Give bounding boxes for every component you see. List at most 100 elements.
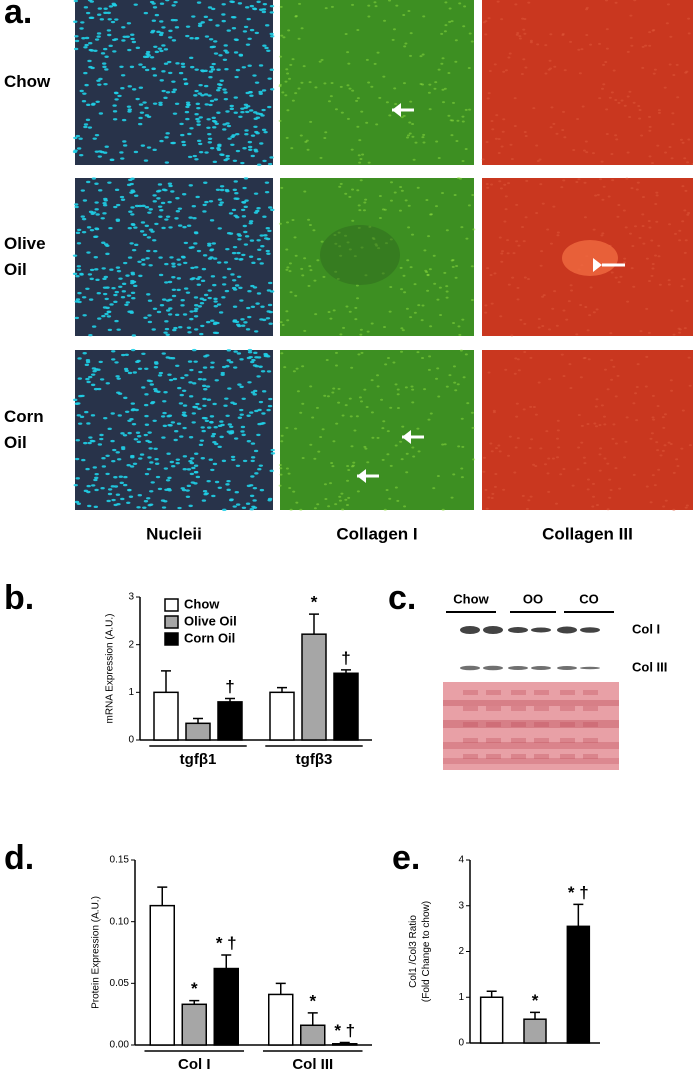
texture: [186, 224, 192, 227]
texture: [594, 425, 598, 428]
texture: [96, 13, 102, 16]
texture: [583, 462, 587, 465]
texture: [470, 298, 474, 301]
texture: [229, 361, 234, 364]
texture: [635, 385, 639, 388]
texture: [346, 84, 350, 87]
texture: [180, 299, 185, 302]
texture: [441, 57, 445, 60]
texture: [318, 60, 322, 63]
stain-lane: [511, 754, 526, 759]
texture: [89, 16, 95, 20]
texture: [101, 267, 106, 270]
texture: [598, 453, 602, 456]
texture: [197, 305, 203, 308]
texture: [144, 68, 150, 72]
texture: [359, 333, 363, 336]
texture: [312, 229, 316, 232]
texture: [498, 180, 502, 183]
texture: [638, 117, 642, 120]
texture: [168, 378, 174, 382]
texture: [186, 484, 192, 488]
texture: [131, 422, 137, 426]
texture: [229, 104, 234, 108]
texture: [346, 117, 350, 120]
texture: [233, 180, 238, 183]
texture: [131, 297, 136, 300]
texture: [663, 444, 667, 447]
texture: [589, 43, 593, 46]
texture: [165, 309, 171, 312]
texture: [252, 111, 258, 114]
micrograph: [280, 350, 474, 510]
texture: [207, 242, 212, 245]
texture: [196, 123, 201, 126]
texture: [161, 44, 166, 47]
texture: [493, 485, 497, 488]
texture: [112, 38, 117, 42]
texture: [152, 307, 158, 310]
texture: [323, 137, 327, 140]
texture: [297, 37, 301, 40]
texture: [268, 397, 273, 401]
texture: [138, 116, 143, 120]
texture: [382, 75, 386, 78]
texture: [508, 52, 512, 55]
texture: [131, 248, 137, 252]
texture: [219, 188, 225, 192]
texture: [120, 74, 126, 77]
texture: [592, 311, 596, 314]
texture: [219, 79, 224, 82]
texture: [491, 128, 495, 131]
texture: [490, 302, 494, 305]
texture: [265, 24, 270, 27]
texture: [138, 103, 144, 106]
texture: [123, 475, 128, 479]
texture: [595, 308, 599, 311]
texture: [189, 127, 194, 130]
texture: [358, 396, 362, 399]
texture: [221, 283, 227, 286]
texture: [398, 209, 402, 212]
texture: [346, 51, 350, 54]
texture: [461, 115, 465, 118]
texture: [344, 192, 348, 195]
texture: [455, 140, 459, 143]
significance-mark: * †: [334, 1021, 355, 1040]
texture: [451, 101, 455, 104]
texture: [522, 58, 526, 61]
texture: [362, 209, 366, 212]
texture: [519, 318, 523, 321]
texture: [147, 211, 152, 214]
texture: [131, 190, 136, 193]
texture: [247, 381, 252, 384]
texture: [188, 216, 193, 219]
texture: [412, 158, 416, 161]
texture: [412, 455, 416, 458]
texture: [168, 298, 173, 301]
texture: [600, 404, 604, 407]
texture: [218, 203, 223, 207]
texture: [608, 96, 612, 99]
texture: [127, 108, 132, 111]
texture: [262, 159, 267, 163]
texture: [89, 277, 94, 281]
texture: [249, 360, 255, 364]
texture: [611, 437, 615, 440]
texture: [91, 484, 96, 487]
texture: [407, 10, 411, 13]
texture: [309, 269, 313, 272]
texture: [191, 466, 196, 470]
texture: [518, 37, 522, 40]
texture: [216, 89, 221, 92]
texture: [143, 11, 149, 15]
texture: [125, 301, 131, 304]
texture: [214, 480, 220, 484]
texture: [565, 318, 569, 321]
texture: [356, 97, 360, 100]
texture: [94, 208, 99, 211]
texture: [164, 161, 170, 164]
texture: [436, 367, 440, 370]
texture: [251, 358, 256, 362]
texture: [527, 1, 531, 4]
